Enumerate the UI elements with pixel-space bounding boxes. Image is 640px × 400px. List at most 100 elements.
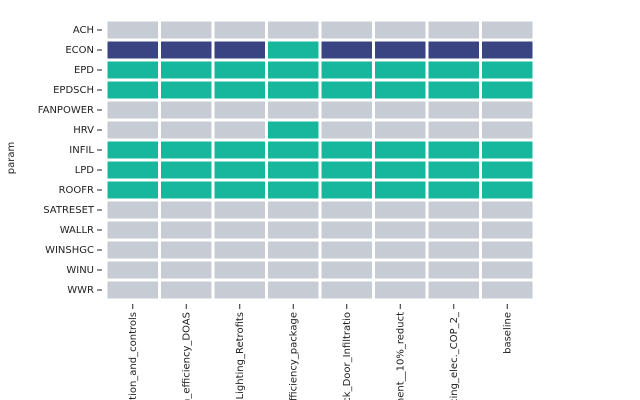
heatmap-cell xyxy=(482,41,533,59)
heatmap-cell xyxy=(321,121,372,139)
heatmap-cell xyxy=(161,181,212,199)
x-tick-label: baseline xyxy=(502,312,513,354)
heatmap-cell xyxy=(268,141,319,159)
heatmap-cell xyxy=(321,141,372,159)
heatmap-cell xyxy=(107,241,158,259)
heatmap-cell xyxy=(161,121,212,139)
heatmap-cell xyxy=(375,221,426,239)
y-tick-label: ACH xyxy=(73,25,94,36)
heatmap-cell xyxy=(375,101,426,119)
heatmap-cell xyxy=(482,161,533,179)
heatmap-cell xyxy=(321,21,372,39)
heatmap-cell xyxy=(268,101,319,119)
heatmap-cell xyxy=(214,221,265,239)
heatmap-cell xyxy=(482,141,533,159)
heatmap-cell xyxy=(321,181,372,199)
heatmap-cell xyxy=(375,21,426,39)
heatmap-cell xyxy=(161,41,212,59)
heatmap-cell xyxy=(161,101,212,119)
heatmap-cell xyxy=(214,161,265,179)
heatmap-cell xyxy=(482,281,533,299)
heatmap-cell xyxy=(268,161,319,179)
heatmap-cell xyxy=(268,121,319,139)
y-tick-label: ECON xyxy=(65,45,94,56)
heatmap-cell xyxy=(268,21,319,39)
x-tick-label: ment__10%_reduct xyxy=(395,312,406,400)
y-tick-label: WALLR xyxy=(60,225,94,236)
heatmap-cell xyxy=(482,221,533,239)
heatmap-cell xyxy=(214,261,265,279)
heatmap-cell xyxy=(268,221,319,239)
y-tick-label: WINU xyxy=(66,265,94,276)
y-axis-title: param xyxy=(6,142,17,174)
x-tick-label: Lighting_Retrofits xyxy=(235,312,246,399)
heatmap-cell xyxy=(428,101,479,119)
heatmap-cell xyxy=(107,121,158,139)
heatmap-cell xyxy=(268,41,319,59)
heatmap-cell xyxy=(161,61,212,79)
y-tick-label: WINSHGC xyxy=(45,245,94,256)
heatmap-cell xyxy=(107,21,158,39)
heatmap-cell xyxy=(214,61,265,79)
heatmap-cell xyxy=(268,241,319,259)
y-tick-label: EPD xyxy=(74,65,94,76)
heatmap-cell xyxy=(268,261,319,279)
heatmap-cell xyxy=(321,101,372,119)
heatmap-cell xyxy=(321,261,372,279)
heatmap-cell xyxy=(321,41,372,59)
heatmap-cell xyxy=(482,101,533,119)
heatmap-cell xyxy=(107,141,158,159)
heatmap-cell xyxy=(482,241,533,259)
heatmap-cell xyxy=(214,141,265,159)
y-tick-label: ROOFR xyxy=(59,185,94,196)
heatmap-cell xyxy=(214,81,265,99)
x-tick-label: ck_Door_Infiltratio xyxy=(342,312,353,400)
heatmap-cell xyxy=(482,121,533,139)
heatmap-cell xyxy=(428,221,479,239)
heatmap-cell xyxy=(107,181,158,199)
heatmap-cell xyxy=(375,161,426,179)
heatmap-cell xyxy=(375,121,426,139)
y-tick-label: INFIL xyxy=(69,145,94,156)
heatmap-cell xyxy=(428,61,479,79)
heatmap-cell xyxy=(482,21,533,39)
heatmap-cell xyxy=(161,141,212,159)
heatmap-cell xyxy=(375,61,426,79)
heatmap-cell xyxy=(482,201,533,219)
heatmap-cell xyxy=(268,181,319,199)
heatmap-cell xyxy=(428,41,479,59)
heatmap-cell xyxy=(375,281,426,299)
heatmap-cell xyxy=(268,81,319,99)
heatmap-cell xyxy=(375,81,426,99)
heatmap-cell xyxy=(428,81,479,99)
heatmap-cell xyxy=(321,81,372,99)
heatmap-cell xyxy=(161,201,212,219)
heatmap-cell xyxy=(428,261,479,279)
x-tick-label: efficiency_package xyxy=(288,312,299,400)
heatmap-cell xyxy=(375,141,426,159)
heatmap-cell xyxy=(107,61,158,79)
heatmap-cell xyxy=(268,201,319,219)
heatmap-cell xyxy=(214,101,265,119)
row-labels: ACH ECON EPD EPDSCH FANPOWER HRV INFIL LPD ROOFR… xyxy=(38,25,102,296)
x-tick-label: n_efficiency_DOAS xyxy=(181,312,192,400)
heatmap-cell xyxy=(428,161,479,179)
heatmap-cell xyxy=(428,281,479,299)
heatmap-cell xyxy=(428,241,479,259)
heatmap-cell xyxy=(428,201,479,219)
heatmap-cell xyxy=(428,121,479,139)
y-tick-label: WWR xyxy=(67,285,94,296)
heatmap-cell xyxy=(214,121,265,139)
heatmap-cell xyxy=(375,241,426,259)
heatmap-cell xyxy=(321,61,372,79)
heatmap-cell xyxy=(161,261,212,279)
heatmap-cell xyxy=(428,181,479,199)
heatmap-cell xyxy=(161,281,212,299)
heatmap-cell xyxy=(107,221,158,239)
heatmap-cell xyxy=(107,281,158,299)
heatmap-cell xyxy=(321,281,372,299)
x-tick-label: ation_and_controls xyxy=(128,312,139,400)
heatmap-cell xyxy=(214,241,265,259)
y-tick-label: SATRESET xyxy=(43,205,95,216)
